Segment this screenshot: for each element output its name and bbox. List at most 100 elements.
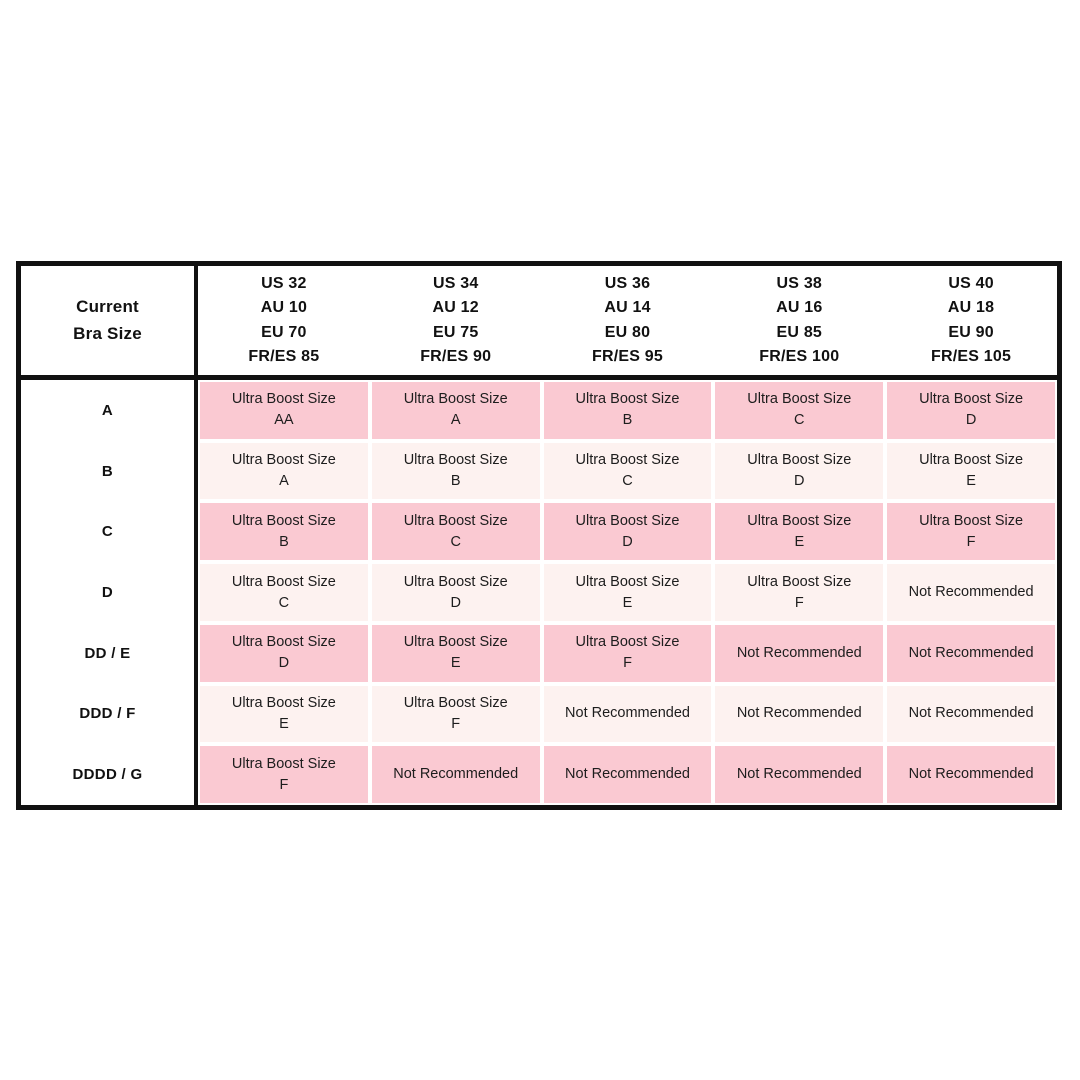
table-row: Ultra Boost Size AA Ultra Boost Size A U… [198,380,1057,441]
header-eu-line: EU 70 [261,323,307,341]
size-cell-line-1: Ultra Boost Size [231,573,336,590]
size-cell: Ultra Boost Size F [371,685,540,743]
size-cell: Ultra Boost Size E [715,503,884,561]
header-au-line: AU 16 [776,299,823,317]
size-cell: Ultra Boost Size D [200,624,368,682]
size-cell: Ultra Boost Size E [371,624,540,682]
header-au-line: AU 10 [260,299,308,317]
size-cell: Ultra Boost Size F [200,746,368,804]
header-us-line: US 40 [948,274,994,292]
size-cell: Ultra Boost Size A [200,442,368,500]
size-cell: Ultra Boost Size B [371,442,540,500]
size-cell: Ultra Boost Size F [887,503,1055,561]
not-recommended-cell: Not Recommended [887,685,1055,743]
table-row: Ultra Boost Size A Ultra Boost Size B Ul… [198,440,1057,502]
size-cell: Ultra Boost Size C [371,503,540,561]
size-cell-line-2: B [450,473,461,490]
row-label-a: A [21,380,194,441]
size-cell-line-2: D [965,412,977,429]
size-cell: Ultra Boost Size B [543,382,712,439]
header-fres-line: FR/ES 95 [592,347,663,365]
row-label-dd-e: DD / E [21,622,194,684]
corner-header-line-1: Current [76,297,139,317]
size-cell-line-2: AA [274,412,294,429]
table-row: Ultra Boost Size E Ultra Boost Size F No… [198,683,1057,745]
size-cell-line-1: Not Recommended [908,766,1034,783]
size-cell: Ultra Boost Size F [715,564,884,621]
size-cell: Ultra Boost Size E [543,564,712,621]
size-cell: Ultra Boost Size A [371,382,540,439]
size-cell-line-1: Ultra Boost Size [231,694,336,711]
size-cell-line-1: Not Recommended [908,644,1034,661]
size-cell-line-1: Ultra Boost Size [231,512,336,529]
size-cell-line-1: Ultra Boost Size [747,512,852,529]
size-cell: Ultra Boost Size D [715,442,884,500]
size-grid-body: Ultra Boost Size AA Ultra Boost Size A U… [198,380,1057,806]
not-recommended-cell: Not Recommended [715,746,884,804]
size-cell-line-2: E [450,655,461,672]
size-cell-line-2: C [622,473,633,490]
size-cell-line-1: Ultra Boost Size [919,512,1024,529]
not-recommended-cell: Not Recommended [887,624,1055,682]
table-row: Ultra Boost Size D Ultra Boost Size E Ul… [198,622,1057,684]
size-cell-line-2: E [279,715,289,732]
size-cell-line-1: Ultra Boost Size [231,452,336,469]
size-cell-line-2: C [450,533,461,550]
size-cell-line-1: Not Recommended [565,705,690,722]
header-eu-line: EU 80 [604,323,651,341]
size-cell: Ultra Boost Size C [543,442,712,500]
size-cell-line-1: Ultra Boost Size [747,452,852,469]
size-cell-line-1: Ultra Boost Size [403,391,508,408]
column-header-us-34: US 34 AU 12 EU 75 FR/ES 90 [369,266,542,375]
size-cell-line-1: Ultra Boost Size [403,573,508,590]
header-us-line: US 32 [261,274,307,292]
size-cell: Ultra Boost Size AA [200,382,368,439]
size-cell-line-2: B [279,533,289,550]
size-cell-line-1: Ultra Boost Size [919,391,1024,408]
not-recommended-cell: Not Recommended [715,685,884,743]
row-label-column: Current Bra Size A B C D DD / E DDD / F … [21,266,198,806]
header-fres-line: FR/ES 90 [420,347,492,365]
column-header-row: US 32 AU 10 EU 70 FR/ES 85 US 34 AU 12 E… [198,266,1057,380]
size-cell-line-2: E [622,594,633,611]
size-cell-line-2: A [450,412,461,429]
header-eu-line: EU 75 [432,323,479,341]
bra-size-conversion-table: Current Bra Size A B C D DD / E DDD / F … [16,261,1062,810]
size-cell: Ultra Boost Size C [200,564,368,621]
column-header-us-38: US 38 AU 16 EU 85 FR/ES 100 [713,266,886,375]
size-cell-line-1: Ultra Boost Size [575,512,680,529]
row-label-c: C [21,501,194,563]
column-header-us-32: US 32 AU 10 EU 70 FR/ES 85 [198,266,370,375]
table-row: Ultra Boost Size B Ultra Boost Size C Ul… [198,501,1057,563]
header-eu-line: EU 90 [948,323,994,341]
size-cell-line-1: Not Recommended [393,766,519,783]
header-au-line: AU 18 [947,299,995,317]
size-cell-line-1: Not Recommended [908,584,1034,600]
header-au-line: AU 12 [432,299,479,317]
corner-header-cell: Current Bra Size [21,266,194,380]
row-label-b: B [21,440,194,502]
size-cell-line-1: Ultra Boost Size [747,391,852,408]
size-cell-line-1: Not Recommended [908,705,1034,722]
size-cell-line-1: Ultra Boost Size [747,573,852,590]
header-fres-line: FR/ES 100 [759,347,840,365]
header-us-line: US 38 [776,274,823,292]
size-cell: Ultra Boost Size D [887,382,1055,439]
size-cell-line-2: E [794,533,805,550]
size-cell-line-1: Not Recommended [736,766,862,783]
column-header-us-36: US 36 AU 14 EU 80 FR/ES 95 [541,266,714,375]
header-eu-line: EU 85 [776,323,823,341]
row-label-d: D [21,562,194,623]
size-cell-line-2: D [794,473,805,490]
size-cell-line-1: Ultra Boost Size [403,634,508,651]
size-grid: US 32 AU 10 EU 70 FR/ES 85 US 34 AU 12 E… [198,266,1057,806]
row-label-dddd-g: DDDD / G [21,744,194,806]
not-recommended-cell: Not Recommended [887,746,1055,804]
size-cell-line-2: F [279,776,289,793]
size-cell-line-1: Ultra Boost Size [575,452,680,469]
size-cell-line-2: D [450,594,461,611]
not-recommended-cell: Not Recommended [371,746,540,804]
size-cell-line-1: Ultra Boost Size [575,634,680,651]
size-cell-line-2: E [966,473,976,490]
